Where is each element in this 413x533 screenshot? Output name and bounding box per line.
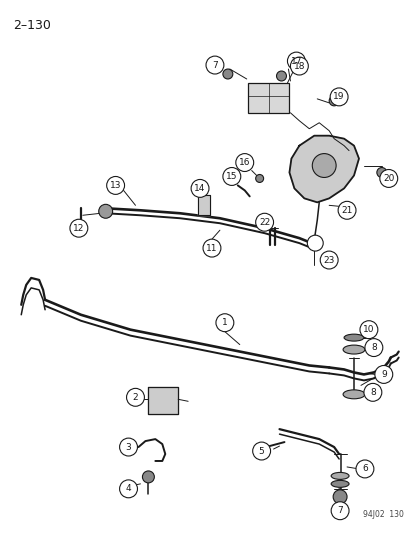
Circle shape [276,71,286,81]
Text: 13: 13 [109,181,121,190]
Text: 1: 1 [221,318,227,327]
Text: 23: 23 [323,255,334,264]
Circle shape [320,251,337,269]
Circle shape [332,490,346,504]
Circle shape [252,442,270,460]
Text: 6: 6 [361,464,367,473]
Text: 4: 4 [126,484,131,494]
Circle shape [363,383,381,401]
Circle shape [216,314,233,332]
Text: 19: 19 [332,92,344,101]
Circle shape [376,167,386,177]
Ellipse shape [342,390,364,399]
Text: 94J02  130: 94J02 130 [362,510,403,519]
Circle shape [290,57,308,75]
Text: 18: 18 [293,61,304,70]
Circle shape [311,154,335,177]
Text: 8: 8 [369,388,375,397]
Circle shape [364,338,382,357]
Circle shape [119,438,137,456]
Polygon shape [197,196,209,215]
Text: 2–130: 2–130 [13,19,51,33]
Circle shape [206,56,223,74]
Ellipse shape [343,334,363,341]
Circle shape [222,69,232,79]
Circle shape [330,88,347,106]
Text: 12: 12 [73,224,84,233]
Circle shape [202,239,221,257]
Text: 11: 11 [206,244,217,253]
Circle shape [337,201,355,219]
Circle shape [330,502,348,520]
Circle shape [255,213,273,231]
Circle shape [306,235,323,251]
Text: 14: 14 [194,184,205,193]
Circle shape [328,96,338,106]
Text: 7: 7 [211,61,217,69]
Circle shape [235,154,253,172]
Circle shape [222,167,240,185]
Circle shape [142,471,154,483]
Circle shape [98,204,112,218]
Text: 9: 9 [380,370,386,379]
Text: 22: 22 [259,218,270,227]
Ellipse shape [330,472,348,479]
Circle shape [255,174,263,182]
Circle shape [359,321,377,338]
Circle shape [355,460,373,478]
Text: 21: 21 [341,206,352,215]
Text: 5: 5 [258,447,264,456]
Polygon shape [289,136,358,203]
Text: 20: 20 [382,174,394,183]
Text: 16: 16 [238,158,250,167]
Text: 10: 10 [362,325,374,334]
Polygon shape [148,387,178,414]
Text: 3: 3 [126,442,131,451]
Circle shape [379,169,397,188]
Circle shape [126,389,144,406]
Text: 17: 17 [290,56,301,66]
Circle shape [287,52,305,70]
Text: 7: 7 [337,506,342,515]
Circle shape [119,480,137,498]
Ellipse shape [330,480,348,487]
Circle shape [70,219,88,237]
Circle shape [107,176,124,195]
Ellipse shape [342,345,364,354]
Text: 15: 15 [225,172,237,181]
Text: 2: 2 [132,393,138,402]
Text: 8: 8 [370,343,376,352]
Circle shape [191,180,209,197]
FancyBboxPatch shape [247,83,289,113]
Circle shape [374,366,392,383]
